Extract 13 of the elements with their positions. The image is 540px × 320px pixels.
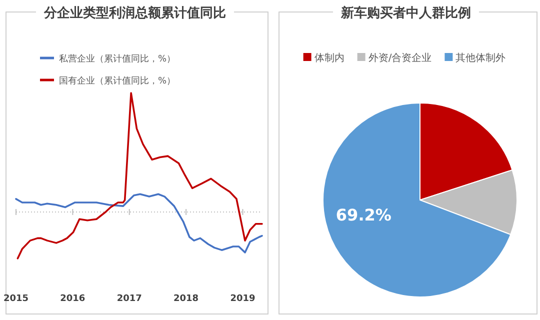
x-tick-label: 2018 bbox=[174, 294, 199, 304]
legend-label: 其他体制外 bbox=[456, 52, 506, 64]
chart-title: 新车购买者中人群比例 bbox=[340, 5, 471, 21]
legend-label: 私营企业（累计值同比，%） bbox=[59, 54, 176, 64]
x-tick-label: 2019 bbox=[230, 294, 256, 304]
x-tick-label: 2015 bbox=[3, 294, 29, 304]
legend-label: 体制内 bbox=[314, 52, 344, 64]
x-tick-label: 2017 bbox=[116, 294, 142, 304]
chart-title: 分企业类型利润总额累计值同比 bbox=[43, 5, 226, 21]
legend-label: 外资/合资企业 bbox=[368, 52, 432, 64]
legend-label: 国有企业（累计值同比，%） bbox=[59, 76, 176, 86]
data-label: 69.2% bbox=[336, 206, 392, 225]
x-tick-label: 2016 bbox=[60, 294, 86, 304]
